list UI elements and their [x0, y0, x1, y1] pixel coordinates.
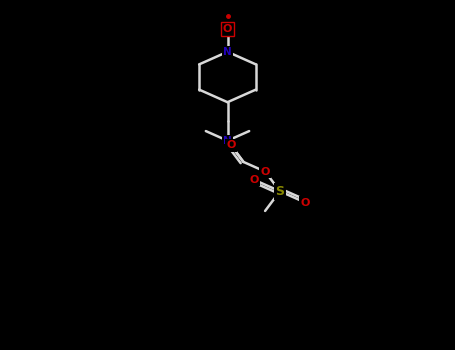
Text: O: O — [260, 167, 270, 176]
Text: N: N — [223, 47, 232, 57]
Text: O: O — [223, 24, 232, 34]
Text: N: N — [223, 136, 232, 146]
Text: O: O — [250, 175, 259, 185]
Text: S: S — [275, 185, 284, 198]
Text: O: O — [301, 198, 310, 208]
Text: O: O — [226, 140, 236, 150]
